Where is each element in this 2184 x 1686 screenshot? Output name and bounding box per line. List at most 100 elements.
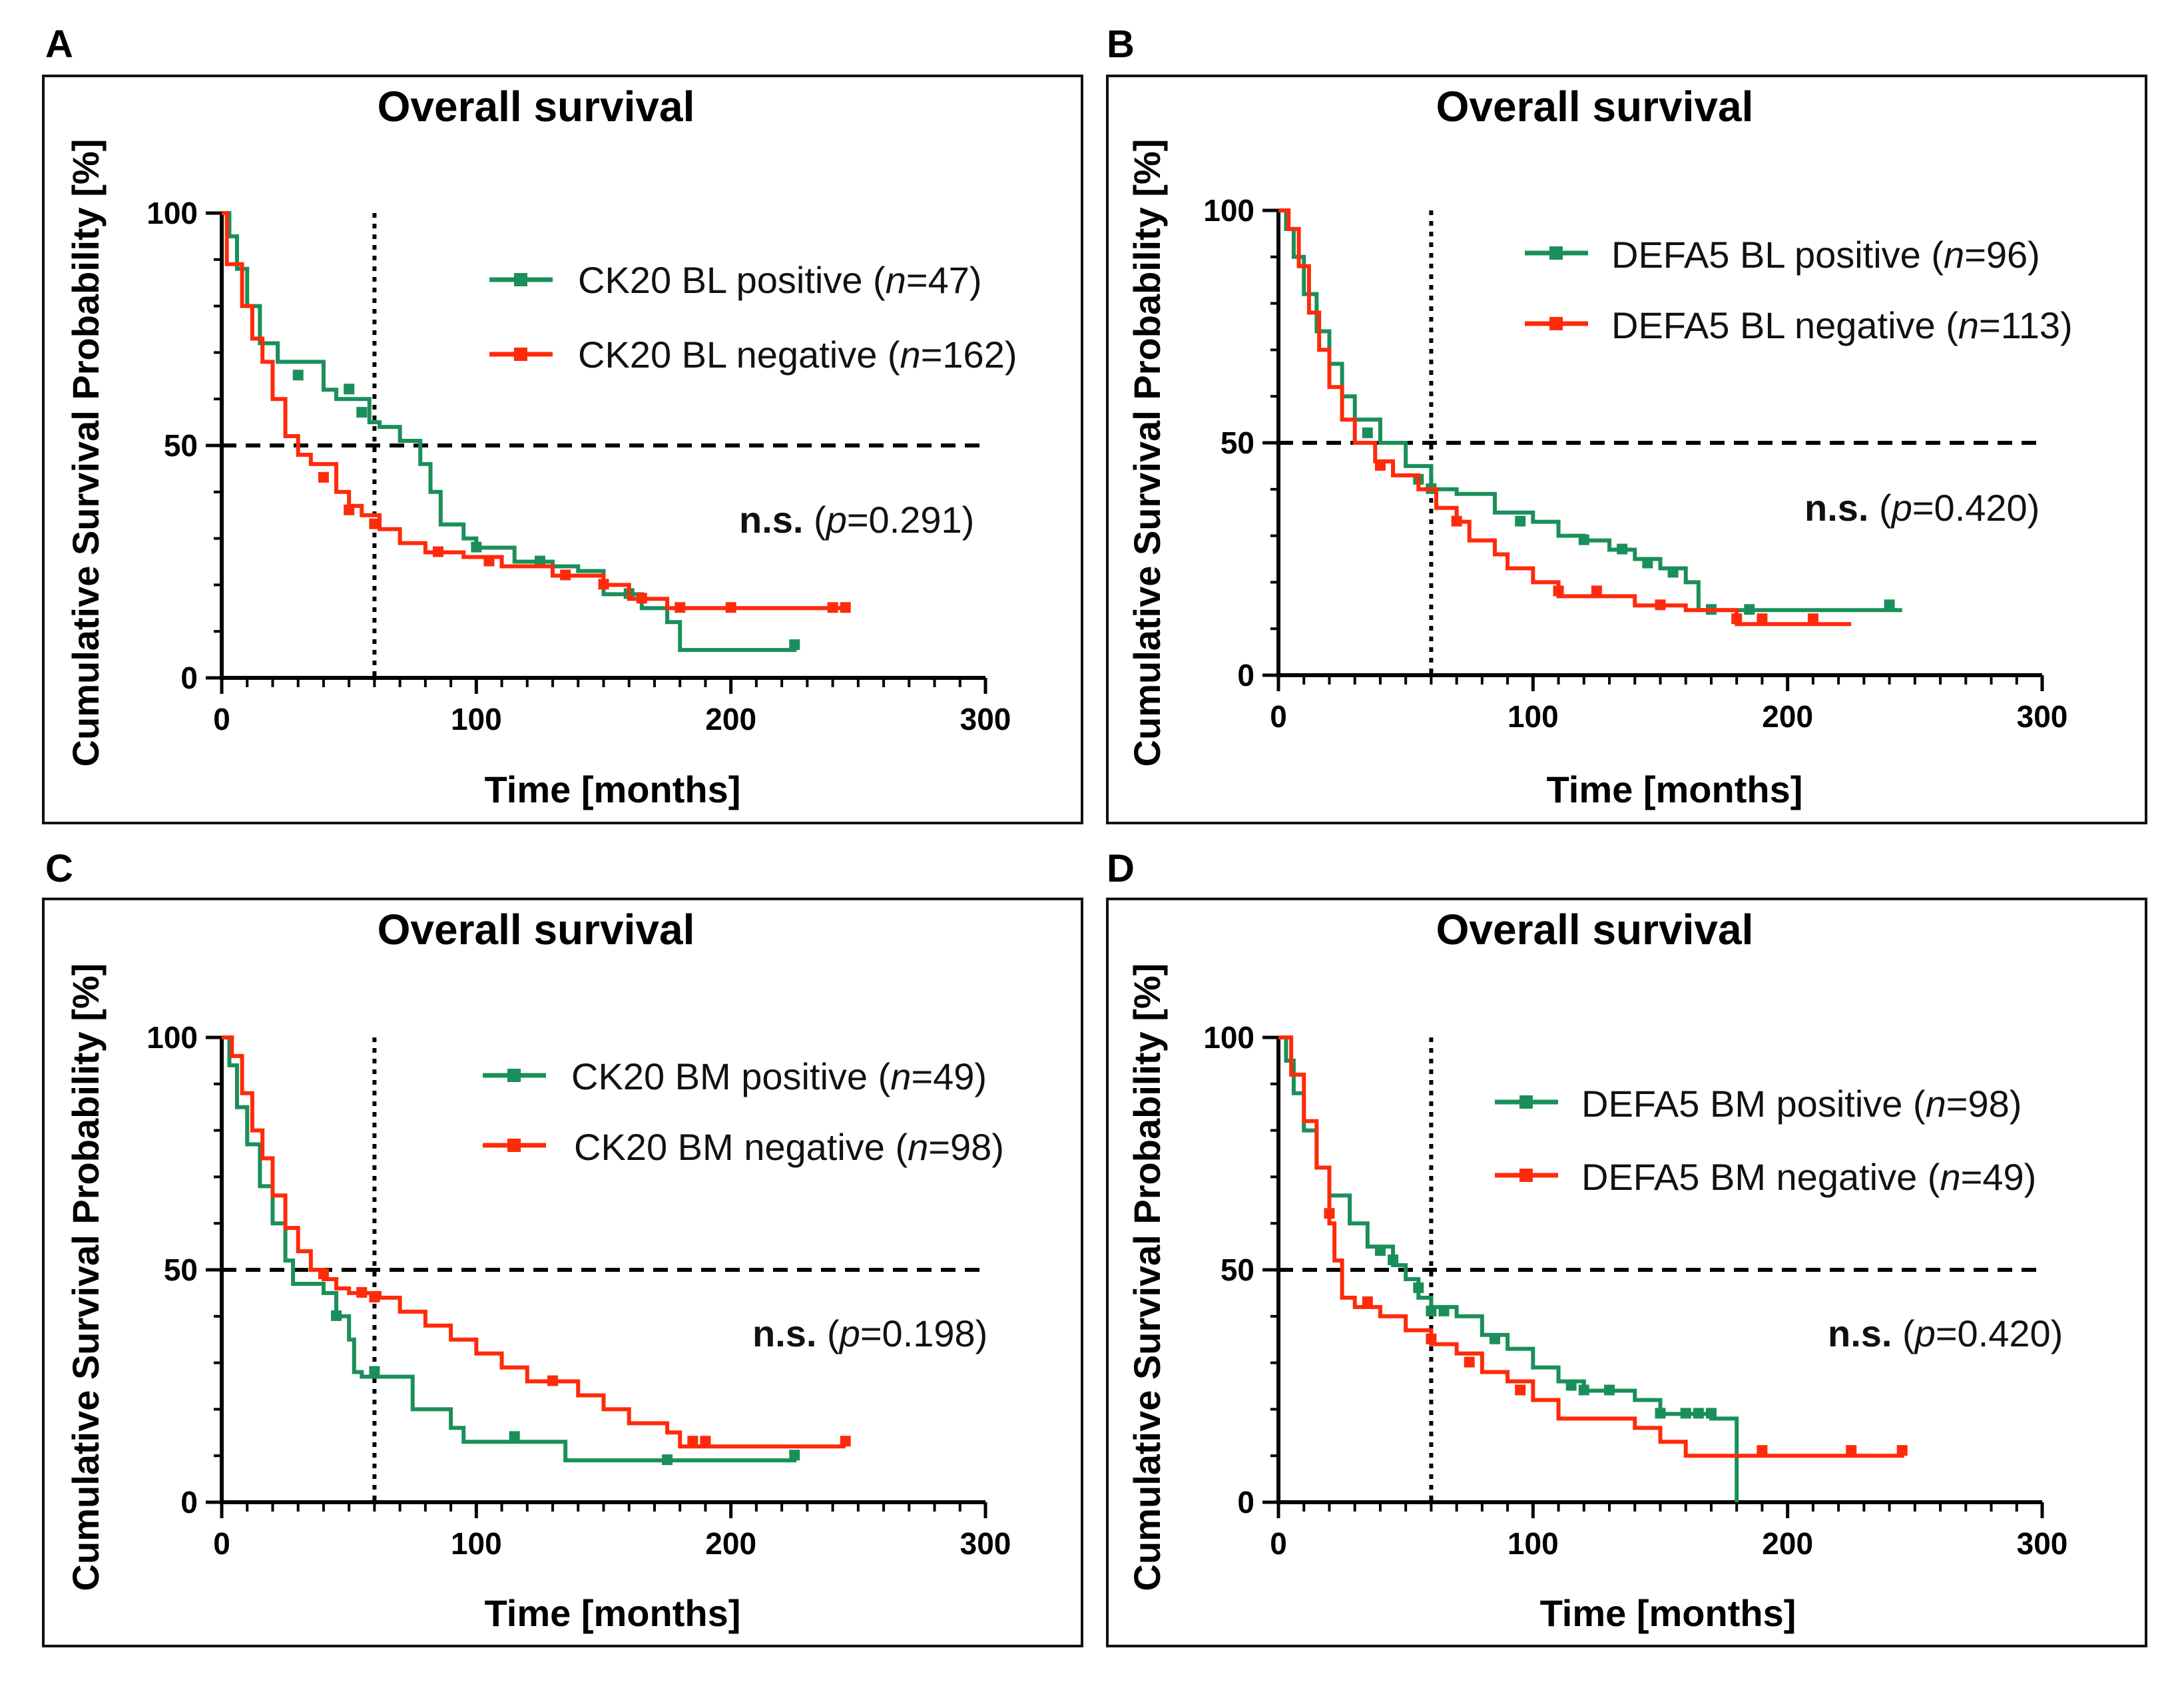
- y-tick-label: 100: [1203, 193, 1254, 228]
- censor-mark-negative: [560, 569, 571, 581]
- censor-mark-positive: [1489, 1333, 1500, 1344]
- censor-mark-negative: [547, 1375, 559, 1386]
- legend-marker-positive: [1549, 246, 1563, 260]
- x-tick-label: 100: [451, 1526, 502, 1561]
- panel-a-legend: CK20 BL positive (n=47) CK20 BL negative…: [489, 259, 1017, 376]
- censor-mark-positive: [1426, 1305, 1437, 1316]
- y-tick-label: 0: [1237, 658, 1254, 693]
- legend-label-negative: DEFA5 BM negative (n=49): [1581, 1156, 2036, 1198]
- censor-mark-positive: [789, 1450, 800, 1461]
- censor-mark-negative: [1451, 515, 1462, 527]
- legend-marker-negative: [1549, 317, 1563, 330]
- censor-mark-negative: [1426, 1333, 1437, 1344]
- y-tick-label: 0: [180, 1485, 198, 1520]
- censor-mark-positive: [1362, 427, 1373, 439]
- panel-a-x-axis-label: Time [months]: [485, 768, 741, 810]
- y-tick-label: 50: [1221, 425, 1254, 460]
- y-tick-label: 0: [180, 661, 198, 695]
- panel-b-y-axis-label: Cumulative Survival Probability [%]: [1126, 139, 1168, 767]
- panel-a-plot: 0 100 200 300 0 50 100: [146, 196, 1011, 736]
- survival-curve-negative: [222, 1035, 846, 1449]
- censor-mark-negative: [369, 1291, 380, 1302]
- panel-label-b: B: [1107, 23, 1135, 66]
- censor-mark-positive: [509, 1431, 520, 1442]
- panel-c-p-value: n.s. (p=0.198): [752, 1312, 987, 1354]
- x-tick-label: 100: [451, 702, 502, 736]
- censor-mark-negative: [1464, 1356, 1475, 1368]
- censor-mark-positive: [1744, 604, 1755, 615]
- censor-mark-positive: [1388, 1255, 1399, 1266]
- y-tick-label: 100: [1203, 1020, 1254, 1055]
- panel-c-frame: [42, 898, 1083, 1647]
- censor-mark-negative: [432, 546, 443, 557]
- censor-mark-positive: [1693, 1408, 1704, 1419]
- x-tick-label: 300: [2017, 1526, 2068, 1561]
- censor-mark-negative: [1553, 585, 1564, 597]
- survival-curve-positive: [1278, 208, 1902, 613]
- censor-mark-positive: [331, 1310, 342, 1321]
- censor-mark-negative: [1362, 1296, 1373, 1307]
- censor-mark-negative: [725, 602, 736, 613]
- x-tick-label: 200: [1762, 1526, 1813, 1561]
- y-tick-label: 50: [164, 428, 198, 463]
- x-tick-label: 0: [213, 1526, 230, 1561]
- censor-mark-positive: [1705, 1408, 1717, 1419]
- panel-label-a: A: [45, 23, 73, 66]
- x-tick-label: 100: [1507, 699, 1559, 734]
- censor-mark-positive: [1413, 1282, 1424, 1293]
- y-tick-label: 50: [1221, 1253, 1254, 1287]
- panel-d-plot: 0 100 200 300 0 50 100: [1203, 1020, 2067, 1561]
- panel-label-c: C: [45, 847, 73, 890]
- legend-label-positive: DEFA5 BL positive (n=96): [1611, 234, 2040, 276]
- panel-c-title: Overall survival: [378, 906, 695, 954]
- legend-label-negative: DEFA5 BL negative (n=113): [1611, 304, 2073, 346]
- censor-mark-positive: [789, 639, 800, 651]
- censor-mark-negative: [318, 471, 329, 483]
- censor-mark-positive: [662, 1454, 673, 1466]
- panel-b-frame: [1106, 75, 2147, 824]
- censor-mark-negative: [598, 579, 609, 590]
- censor-mark-positive: [1617, 543, 1628, 555]
- survival-curve-positive: [222, 211, 797, 653]
- panel-b: B Overall survival Cumulative Survival P…: [1106, 23, 2147, 824]
- censor-mark-negative: [1591, 585, 1602, 597]
- censor-mark-positive: [1578, 534, 1589, 545]
- panel-a-y-axis-label: Cumulative Survival Probability [%]: [65, 139, 107, 767]
- censor-mark-positive: [344, 384, 355, 395]
- censor-mark-negative: [1655, 599, 1666, 611]
- survival-curve-negative: [1278, 1035, 1904, 1458]
- censor-mark-positive: [1438, 1305, 1450, 1316]
- censor-mark-positive: [292, 370, 304, 381]
- censor-mark-negative: [1896, 1445, 1908, 1456]
- x-tick-label: 200: [1762, 699, 1813, 734]
- panel-a: A Overall survival Cumulative Survival P…: [42, 23, 1083, 824]
- panel-b-title: Overall survival: [1436, 83, 1754, 131]
- censor-mark-negative: [675, 602, 686, 613]
- y-tick-label: 100: [146, 196, 198, 230]
- panel-label-d: D: [1107, 847, 1135, 890]
- censor-mark-positive: [1578, 1384, 1589, 1396]
- censor-mark-negative: [318, 1268, 329, 1279]
- censor-mark-negative: [827, 602, 838, 613]
- censor-mark-positive: [1604, 1384, 1615, 1396]
- panel-d-x-axis-label: Time [months]: [1540, 1592, 1796, 1634]
- panel-b-p-value: n.s. (p=0.420): [1804, 487, 2040, 529]
- panel-b-plot: 0 100 200 300 0 50 100: [1203, 193, 2067, 734]
- legend-label-negative: CK20 BM negative (n=98): [574, 1126, 1004, 1168]
- x-tick-label: 300: [960, 1526, 1011, 1561]
- x-tick-label: 300: [2017, 699, 2068, 734]
- panel-a-frame: [42, 75, 1083, 824]
- survival-curve-positive: [222, 1035, 797, 1463]
- panel-c: C Overall survival Cumulative Survival P…: [42, 847, 1083, 1647]
- censor-mark-positive: [369, 1366, 380, 1377]
- censor-mark-negative: [1807, 613, 1818, 625]
- censor-mark-negative: [840, 1436, 851, 1447]
- censor-mark-negative: [1731, 613, 1743, 625]
- censor-mark-negative: [636, 593, 647, 604]
- censor-mark-positive: [1655, 1408, 1666, 1419]
- censor-mark-positive: [1374, 1245, 1386, 1257]
- censor-mark-negative: [687, 1436, 698, 1447]
- censor-mark-negative: [840, 602, 851, 613]
- legend-marker-negative: [514, 348, 527, 361]
